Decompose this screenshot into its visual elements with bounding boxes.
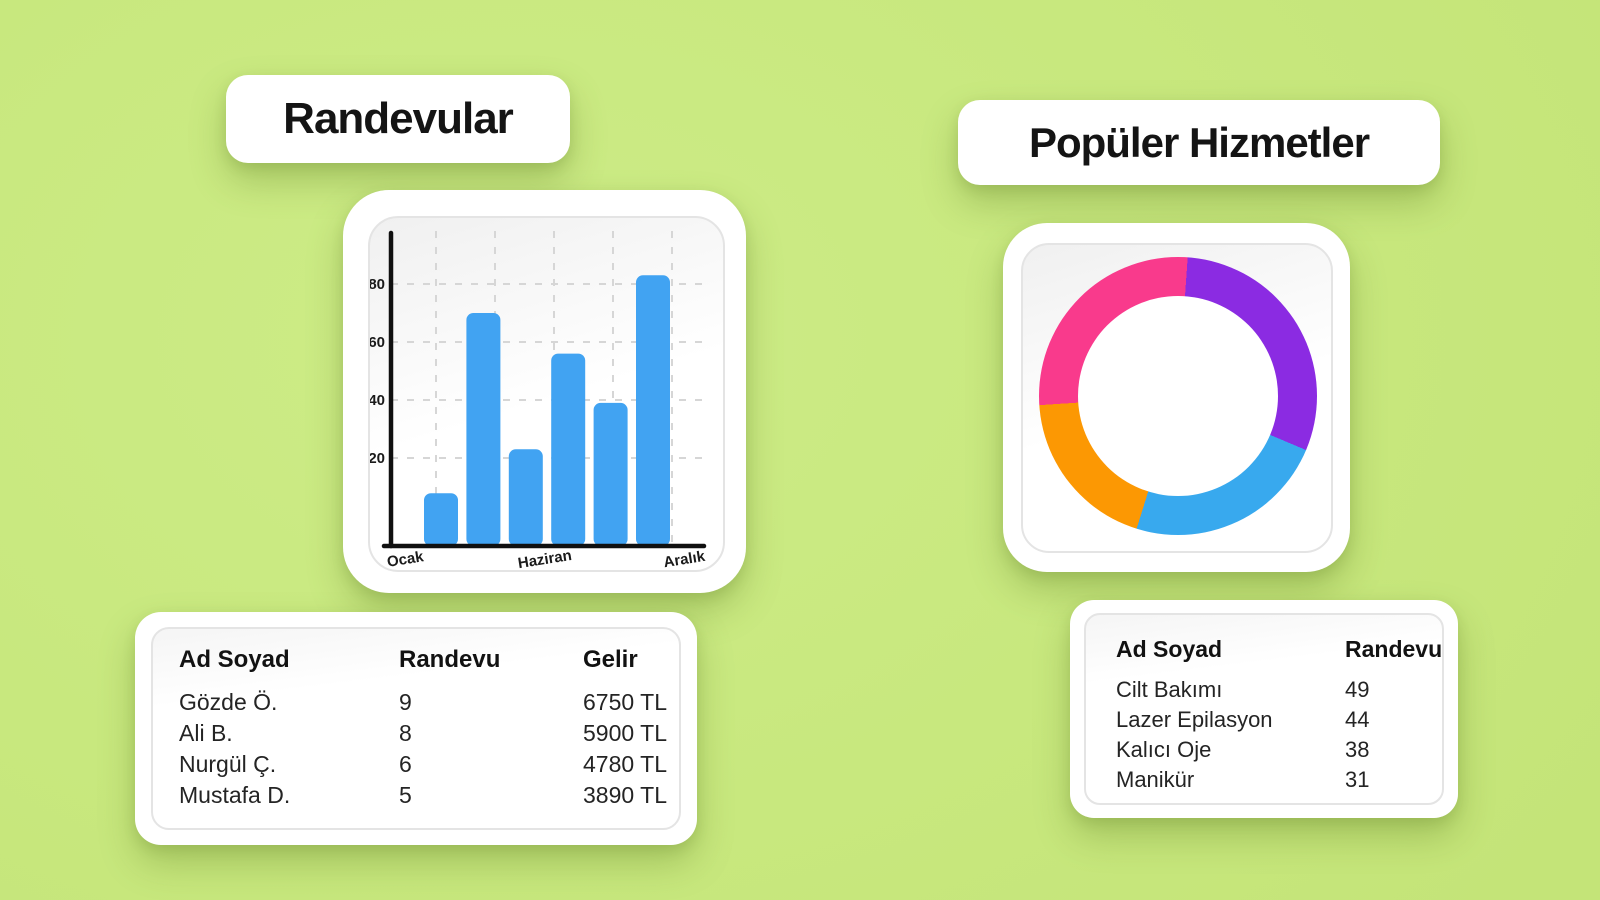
table-cell: Nurgül Ç. bbox=[179, 751, 277, 777]
popular-services-title-card: Popüler Hizmetler bbox=[958, 100, 1440, 185]
table-cell: 6 bbox=[399, 751, 412, 777]
appointments-bar-chart: 20 40 60 80 Ocak Haziran Aralık bbox=[368, 218, 723, 572]
table-cell: 38 bbox=[1345, 737, 1370, 762]
y-tick-label: 80 bbox=[370, 276, 385, 293]
table-cell: 9 bbox=[399, 689, 412, 715]
table-cell: Mustafa D. bbox=[179, 782, 291, 808]
y-tick-label: 60 bbox=[370, 334, 385, 351]
popular-services-title: Popüler Hizmetler bbox=[1028, 118, 1370, 166]
table-cell: 49 bbox=[1345, 677, 1370, 702]
services-table-panel: Ad Soyad Randevu Cilt Bakımı 49 Lazer Epilas… bbox=[1084, 613, 1444, 805]
appointments-title: Randevular bbox=[283, 94, 514, 143]
table-header-row: Ad Soyad Randevu bbox=[1086, 631, 1442, 667]
table-row: Kalıcı Oje 38 bbox=[1086, 735, 1442, 765]
bar-chart-svg: 20 40 60 80 Ocak Haziran Aralık bbox=[368, 230, 707, 572]
table-cell: 6750 TL bbox=[583, 689, 667, 715]
table-cell: Kalıcı Oje bbox=[1116, 737, 1212, 762]
bar bbox=[466, 313, 501, 546]
table-cell: Cilt Bakımı bbox=[1116, 677, 1223, 702]
table-header-cell: Randevu bbox=[1345, 635, 1443, 662]
donut-hole bbox=[1078, 296, 1278, 496]
table-header-row: Ad Soyad Randevu Gelir bbox=[153, 641, 679, 679]
bar bbox=[424, 493, 458, 546]
services-donut-chart bbox=[1039, 257, 1317, 535]
table-cell: 8 bbox=[399, 720, 412, 746]
table-row: Gözde Ö. 9 6750 TL bbox=[153, 687, 679, 718]
appointments-table: Ad Soyad Randevu Gelir Gözde Ö. 9 6750 TL Ali … bbox=[153, 629, 679, 828]
appointments-table-panel: Ad Soyad Randevu Gelir Gözde Ö. 9 6750 TL Ali … bbox=[151, 627, 681, 830]
table-header-cell: Ad Soyad bbox=[1116, 635, 1223, 662]
table-cell: 44 bbox=[1345, 707, 1370, 732]
table-cell: Manikür bbox=[1116, 767, 1195, 792]
table-row: Lazer Epilasyon 44 bbox=[1086, 705, 1442, 735]
table-cell: Gözde Ö. bbox=[179, 689, 278, 715]
x-axis-label: Aralık bbox=[662, 548, 706, 570]
table-row: Nurgül Ç. 6 4780 TL bbox=[153, 749, 679, 780]
table-header-cell: Ad Soyad bbox=[179, 646, 290, 673]
donut-chart-card bbox=[1003, 223, 1350, 572]
x-axis-label: Haziran bbox=[517, 547, 573, 570]
table-cell: 31 bbox=[1345, 767, 1370, 792]
table-header-cell: Randevu bbox=[399, 646, 501, 673]
donut-chart-panel bbox=[1021, 243, 1333, 553]
services-table-card: Ad Soyad Randevu Cilt Bakımı 49 Lazer Epilas… bbox=[1070, 600, 1458, 818]
bar-chart-card: 20 40 60 80 Ocak Haziran Aralık bbox=[343, 190, 746, 593]
y-tick-label: 40 bbox=[370, 392, 385, 409]
appointments-table-card: Ad Soyad Randevu Gelir Gözde Ö. 9 6750 TL Ali … bbox=[135, 612, 697, 845]
bar-chart-panel: 20 40 60 80 Ocak Haziran Aralık bbox=[368, 216, 725, 572]
bar bbox=[636, 275, 670, 546]
table-header-cell: Gelir bbox=[583, 646, 638, 673]
table-row: Manikür 31 bbox=[1086, 765, 1442, 795]
table-cell: 5 bbox=[399, 782, 412, 808]
table-cell: 5900 TL bbox=[583, 720, 667, 746]
table-cell: Ali B. bbox=[179, 720, 233, 746]
x-axis-label: Ocak bbox=[386, 548, 426, 570]
services-table: Ad Soyad Randevu Cilt Bakımı 49 Lazer Epilas… bbox=[1086, 615, 1442, 803]
bar bbox=[593, 402, 628, 546]
table-cell: 4780 TL bbox=[583, 751, 667, 777]
bar bbox=[508, 449, 543, 546]
appointments-title-card: Randevular bbox=[226, 75, 570, 163]
table-row: Cilt Bakımı 49 bbox=[1086, 675, 1442, 705]
bar bbox=[551, 353, 586, 546]
table-row: Mustafa D. 5 3890 TL bbox=[153, 780, 679, 811]
table-cell: 3890 TL bbox=[583, 782, 667, 808]
table-row: Ali B. 8 5900 TL bbox=[153, 718, 679, 749]
y-tick-label: 20 bbox=[370, 450, 385, 467]
table-cell: Lazer Epilasyon bbox=[1116, 707, 1273, 732]
